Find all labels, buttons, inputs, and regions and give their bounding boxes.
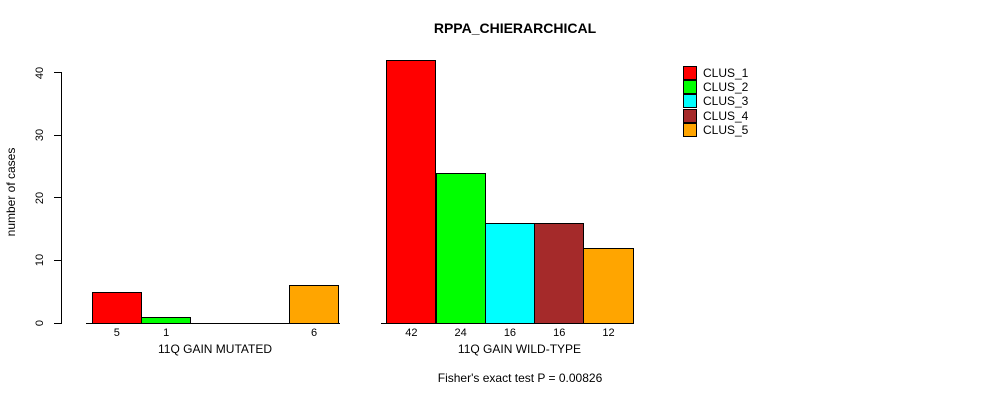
bar-value-label: 16 xyxy=(503,327,517,339)
legend-label: CLUS_4 xyxy=(703,108,749,123)
y-axis-title: number of cases xyxy=(4,147,18,237)
y-tick-label: 20 xyxy=(34,191,46,204)
legend-item: CLUS_4 xyxy=(683,108,749,123)
y-tick-mark xyxy=(54,134,61,136)
bar-value-label: 42 xyxy=(405,327,418,339)
y-tick-label: 10 xyxy=(34,254,46,267)
bar-clus_1 xyxy=(386,59,437,324)
legend-label: CLUS_1 xyxy=(703,65,749,80)
y-tick-mark xyxy=(54,72,61,74)
y-tick-mark xyxy=(54,259,61,261)
legend-swatch-clus_3 xyxy=(683,94,697,109)
legend-label: CLUS_5 xyxy=(703,123,749,138)
bar-clus_4 xyxy=(534,222,585,324)
bar-value-label: 24 xyxy=(454,327,467,339)
legend-item: CLUS_3 xyxy=(683,94,749,109)
y-tick-label: 0 xyxy=(34,319,46,327)
bar-value-label: 5 xyxy=(113,327,120,339)
x-axis-baseline xyxy=(86,323,340,324)
legend-swatch-clus_4 xyxy=(683,108,697,123)
y-axis-line xyxy=(61,72,62,324)
bar-clus_2 xyxy=(435,172,486,324)
bar-value-label: 16 xyxy=(553,327,566,339)
bar-value-label: 6 xyxy=(310,327,318,339)
y-tick-label: 30 xyxy=(34,129,46,142)
bar-clus_1 xyxy=(91,291,142,324)
group-label: 11Q GAIN MUTATED xyxy=(157,342,273,356)
bar-clus_2 xyxy=(141,316,192,324)
legend-swatch-clus_5 xyxy=(683,123,697,138)
bar-value-label: 12 xyxy=(602,327,615,339)
legend-label: CLUS_3 xyxy=(703,94,749,109)
legend-swatch-clus_1 xyxy=(683,65,697,80)
bar-clus_5 xyxy=(288,285,340,324)
chart-title: RPPA_CHIERARCHICAL xyxy=(433,20,597,36)
legend-swatch-clus_2 xyxy=(683,79,697,94)
legend-item: CLUS_2 xyxy=(683,79,749,94)
legend-label: CLUS_2 xyxy=(703,79,749,94)
legend-item: CLUS_1 xyxy=(683,65,749,80)
fisher-test-annotation: Fisher's exact test P = 0.00826 xyxy=(437,371,603,385)
bar-clus_3 xyxy=(484,222,536,324)
group-label: 11Q GAIN WILD-TYPE xyxy=(457,342,582,356)
y-tick-mark xyxy=(54,322,61,324)
bar-value-label: 1 xyxy=(163,327,170,339)
bar-clus_5 xyxy=(583,247,634,324)
y-tick-mark xyxy=(54,197,61,199)
y-tick-label: 40 xyxy=(34,66,46,79)
legend-item: CLUS_5 xyxy=(683,123,749,138)
